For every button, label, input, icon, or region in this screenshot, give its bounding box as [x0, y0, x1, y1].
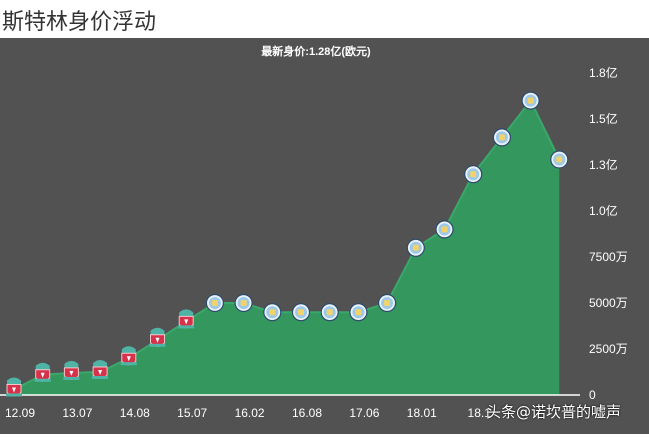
x-tick-label: 12.09 — [5, 406, 35, 420]
liverpool-bird-icon — [184, 319, 189, 325]
man-city-shield — [211, 300, 218, 306]
value-area — [14, 100, 560, 395]
liverpool-bird-icon — [155, 337, 160, 343]
chart-svg: 最新身价:1.28亿(欧元) 0 2500万 5000万 7500万 1.0亿 1.3亿 1… — [0, 44, 628, 420]
x-tick-label: 14.08 — [120, 406, 150, 420]
market-value-chart: 最新身价:1.28亿(欧元) 0 2500万 5000万 7500万 1.0亿 1.3亿 1… — [0, 38, 649, 434]
y-tick-label: 5000万 — [589, 296, 628, 310]
liverpool-bird-icon — [12, 387, 16, 393]
man-city-shield — [556, 156, 563, 163]
man-city-shield — [326, 309, 333, 316]
page-title: 斯特林身价浮动 — [2, 10, 157, 35]
y-tick-label: 7500万 — [589, 250, 628, 264]
liverpool-crest-top — [179, 309, 194, 317]
man-city-shield — [269, 309, 276, 316]
liverpool-crest-top — [64, 360, 79, 368]
man-city-shield — [412, 244, 419, 251]
liverpool-crest-top — [35, 362, 50, 370]
liverpool-crest-banner — [34, 378, 51, 382]
x-tick-label: 17.06 — [349, 406, 379, 420]
liverpool-crest-banner — [120, 362, 137, 366]
man-city-shield — [441, 226, 448, 233]
watermark: 头条@诺坎普的嘘声 — [486, 403, 622, 421]
liverpool-crest-top — [93, 360, 108, 367]
x-tick-label: 18.01 — [407, 406, 437, 420]
liverpool-crest-banner — [149, 343, 166, 347]
liverpool-crest-top — [150, 327, 165, 335]
y-tick-label: 1.0亿 — [589, 203, 618, 218]
liverpool-crest-banner — [178, 325, 195, 329]
man-city-shield — [498, 134, 505, 141]
y-tick-label: 0 — [589, 388, 596, 402]
y-tick-label: 2500万 — [589, 342, 628, 356]
x-tick-label: 15.07 — [177, 406, 207, 420]
man-city-shield — [298, 309, 304, 316]
liverpool-crest-top — [121, 346, 136, 354]
x-tick-label: 16.02 — [235, 406, 265, 420]
y-tick-label: 1.5亿 — [589, 111, 618, 126]
liverpool-crest-banner — [63, 376, 80, 380]
liverpool-bird-icon — [69, 370, 74, 376]
x-tick-label: 16.08 — [292, 406, 322, 420]
man-city-shield — [240, 300, 247, 306]
liverpool-bird-icon — [126, 356, 131, 362]
man-city-shield — [470, 171, 477, 178]
liverpool-crest-top — [7, 377, 21, 385]
liverpool-bird-icon — [98, 370, 103, 375]
x-tick-label: 18.1 — [468, 406, 492, 420]
y-tick-label: 1.3亿 — [589, 157, 618, 172]
chart-title: 最新身价:1.28亿(欧元) — [261, 44, 371, 58]
man-city-shield — [384, 300, 391, 306]
liverpool-bird-icon — [40, 372, 45, 378]
man-city-shield — [355, 309, 362, 316]
y-tick-label: 1.8亿 — [589, 65, 618, 80]
man-city-shield — [527, 97, 534, 104]
x-tick-label: 13.07 — [62, 406, 92, 420]
liverpool-crest-banner — [6, 393, 22, 397]
liverpool-crest-banner — [92, 376, 109, 379]
